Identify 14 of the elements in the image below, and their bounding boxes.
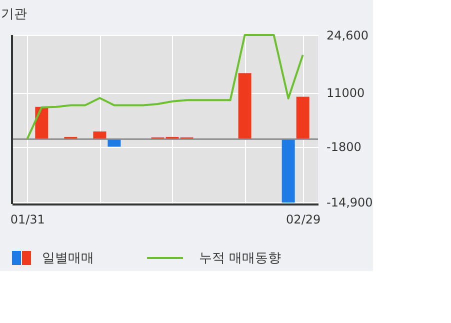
- bar: [282, 139, 295, 203]
- y-tick-label: -14,900: [326, 196, 373, 210]
- bar: [93, 131, 106, 140]
- bar: [238, 73, 252, 140]
- chart-title: 기관: [0, 7, 27, 22]
- y-tick-label: 11000: [326, 86, 365, 100]
- y-tick-label: -1800: [326, 140, 362, 154]
- bar: [296, 96, 310, 140]
- x-tick-label: 02/29: [286, 212, 321, 226]
- y-tick-label: 24,600: [326, 28, 368, 42]
- line-series: [26, 34, 304, 140]
- legend-label: 누적 매매동향: [199, 251, 282, 266]
- legend-label: 일별매매: [42, 251, 94, 266]
- x-tick-label: 01/31: [10, 212, 45, 226]
